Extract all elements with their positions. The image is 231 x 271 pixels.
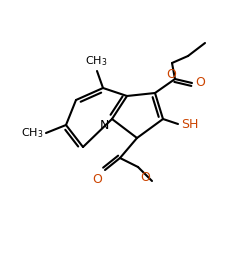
Text: O: O [92, 173, 102, 186]
Text: N: N [99, 118, 108, 131]
Text: O: O [165, 68, 175, 81]
Text: CH$_3$: CH$_3$ [20, 126, 43, 140]
Text: SH: SH [180, 118, 198, 131]
Text: CH$_3$: CH$_3$ [84, 54, 107, 68]
Text: O: O [194, 76, 204, 89]
Text: O: O [139, 171, 149, 184]
